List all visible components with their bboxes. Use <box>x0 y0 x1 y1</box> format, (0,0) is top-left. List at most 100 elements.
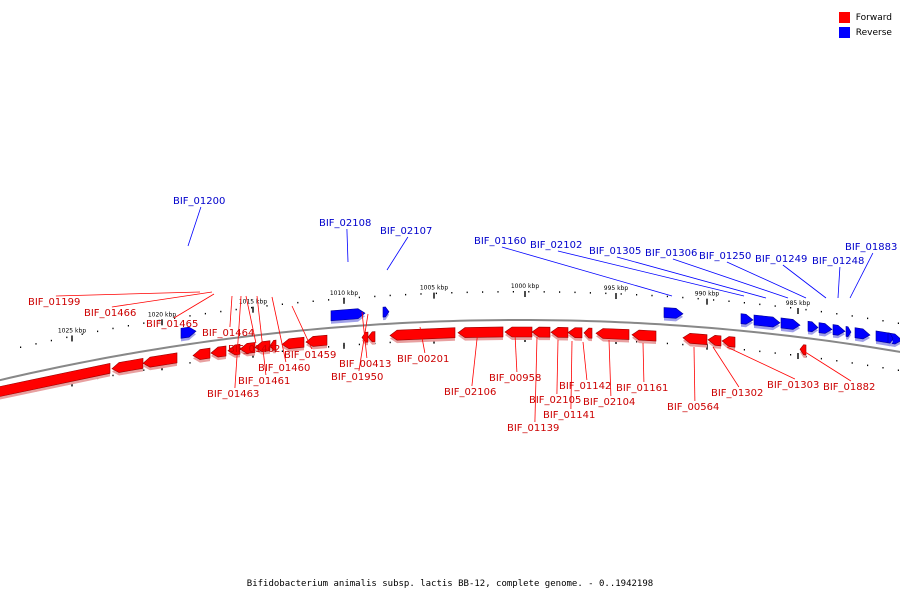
legend-reverse: Reverse <box>838 25 892 40</box>
gene-label-reverse: BIF_02102 <box>530 240 582 251</box>
minor-tick <box>867 364 869 367</box>
leader-line <box>173 293 215 319</box>
gene-labels: BIF_01199 BIF_01466 BIF_01465 BIF_01464 BIF_… <box>28 196 897 434</box>
reverse-gene <box>330 308 366 322</box>
reverse-gene <box>845 326 852 338</box>
minor-tick <box>143 369 145 371</box>
minor-tick <box>589 292 591 294</box>
leader-line <box>187 206 202 247</box>
major-tick <box>433 292 435 299</box>
gene-label-reverse: BIF_01306 <box>645 248 697 259</box>
minor-tick <box>281 303 283 305</box>
gene-label-forward: BIF_00201 <box>397 354 449 365</box>
reverse-gene <box>753 314 781 328</box>
reverse-gene <box>180 326 197 339</box>
leader-line <box>386 236 409 271</box>
minor-tick <box>20 346 22 348</box>
gene-label-forward: BIF_00413 <box>339 359 391 370</box>
minor-tick <box>358 343 360 346</box>
minor-tick <box>81 333 83 335</box>
leader-line <box>801 349 852 382</box>
leader-line <box>782 264 827 299</box>
minor-tick <box>682 296 684 299</box>
leader-line <box>570 340 573 410</box>
forward-gene <box>799 344 807 356</box>
gene-label-forward: BIF_01465 <box>146 319 198 330</box>
forward-gene <box>721 336 736 348</box>
forward-gene <box>210 345 227 358</box>
tick-label: 990 kbp <box>695 291 720 298</box>
major-tick <box>343 342 345 349</box>
minor-tick <box>220 310 222 313</box>
gene-label-forward: BIF_02105 <box>529 395 581 406</box>
leader-line <box>672 258 789 299</box>
minor-tick <box>805 308 807 311</box>
minor-tick <box>466 291 468 294</box>
leader-line <box>712 346 740 388</box>
leader-line <box>234 295 242 389</box>
minor-tick <box>112 374 114 377</box>
minor-tick <box>882 367 884 369</box>
reverse-gene <box>740 313 754 325</box>
tick-label: 1005 kbp <box>420 285 448 292</box>
reverse-gene <box>382 306 390 318</box>
leader-line <box>693 346 696 402</box>
minor-tick <box>682 343 684 346</box>
forward-gene <box>631 329 657 342</box>
leader-line <box>245 295 257 344</box>
gene-label-forward: BIF_01462 <box>228 344 280 355</box>
minor-tick <box>759 303 761 306</box>
gene-label-forward: BIF_01464 <box>202 328 254 339</box>
minor-tick <box>620 293 622 295</box>
reverse-gene <box>780 317 801 330</box>
minor-tick <box>559 291 561 293</box>
minor-tick <box>127 325 129 327</box>
minor-tick <box>713 299 715 301</box>
minor-tick <box>605 292 607 295</box>
minor-tick <box>50 339 52 342</box>
reverse-gene <box>663 307 684 319</box>
minor-tick <box>528 291 530 293</box>
minor-tick <box>697 297 699 300</box>
leader-line <box>837 266 841 299</box>
minor-tick <box>358 296 360 299</box>
leader-line <box>534 336 538 423</box>
forward-gene <box>0 362 111 397</box>
leader-line <box>55 291 201 297</box>
minor-tick <box>543 291 545 293</box>
minor-tick <box>204 312 206 315</box>
minor-tick <box>389 294 391 297</box>
forward-gene <box>531 326 551 338</box>
leader-line <box>849 252 874 299</box>
minor-tick <box>790 307 792 309</box>
gene-label-forward: BIF_02106 <box>444 387 496 398</box>
legend-reverse-label: Reverse <box>855 27 892 38</box>
minor-tick <box>266 305 268 307</box>
leader-line <box>229 295 233 328</box>
gene-label-forward: BIF_01461 <box>238 376 290 387</box>
genome-title: Bifidobacterium animalis subsp. lactis B… <box>246 579 654 589</box>
reverse-gene <box>832 324 846 336</box>
gene-label-forward: BIF_02104 <box>583 397 635 408</box>
minor-tick <box>189 362 191 364</box>
minor-tick <box>897 322 899 324</box>
minor-tick <box>189 315 191 317</box>
minor-tick <box>281 350 283 352</box>
tick-label: 995 kbp <box>604 285 629 292</box>
minor-tick <box>728 300 730 302</box>
leader-line <box>501 246 673 297</box>
minor-tick <box>35 343 37 345</box>
tick-label: 1000 kbp <box>511 283 539 290</box>
forward-gene <box>595 328 630 340</box>
gene-label-forward: BIF_01142 <box>559 381 611 392</box>
minor-tick <box>867 317 869 320</box>
minor-tick <box>297 301 299 304</box>
major-tick <box>343 297 345 304</box>
minor-tick <box>312 300 314 302</box>
minor-tick <box>651 294 653 297</box>
tick-label: 1015 kbp <box>239 299 267 306</box>
minor-tick <box>420 293 422 295</box>
gene-label-reverse: BIF_01305 <box>589 246 641 257</box>
label-leaders <box>55 206 874 423</box>
tick-label: 1010 kbp <box>330 290 358 297</box>
